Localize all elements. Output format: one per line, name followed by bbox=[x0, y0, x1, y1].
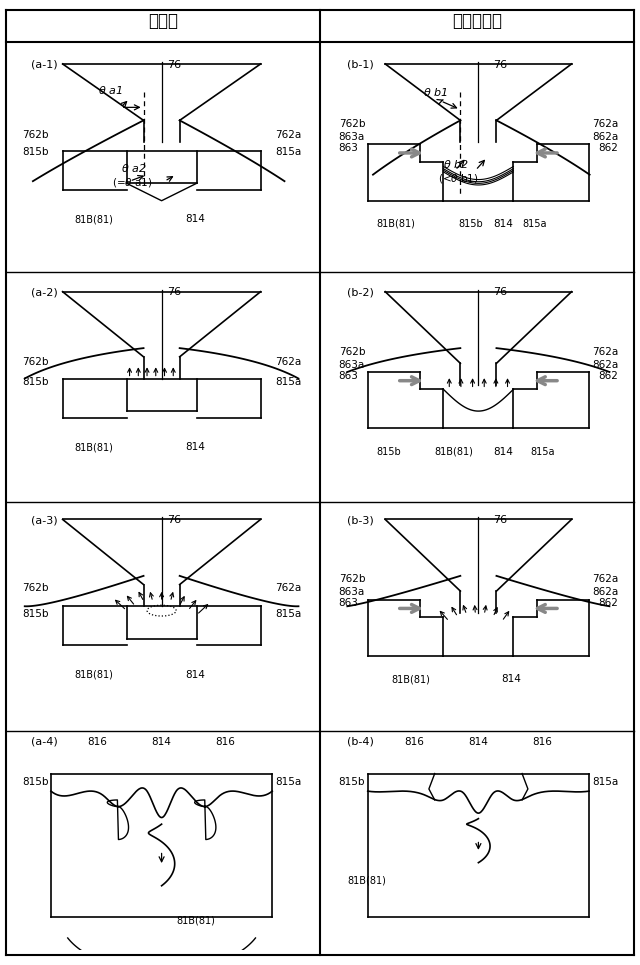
Text: 815a: 815a bbox=[275, 377, 301, 387]
Text: (b-1): (b-1) bbox=[348, 60, 374, 69]
Text: 762a: 762a bbox=[275, 357, 301, 368]
Text: 815b: 815b bbox=[22, 377, 49, 387]
Text: $\theta$ b2: $\theta$ b2 bbox=[444, 158, 469, 170]
Text: $\theta$ a1: $\theta$ a1 bbox=[97, 84, 122, 97]
Text: 762a: 762a bbox=[275, 583, 301, 593]
Text: 814: 814 bbox=[185, 442, 205, 453]
Text: 816: 816 bbox=[88, 737, 108, 747]
Text: 81B(81): 81B(81) bbox=[391, 675, 430, 684]
Text: 814: 814 bbox=[493, 219, 513, 229]
Text: 815a: 815a bbox=[531, 447, 556, 456]
Text: 815b: 815b bbox=[22, 777, 49, 786]
Text: $\theta$ b1: $\theta$ b1 bbox=[423, 87, 448, 98]
Text: (a-3): (a-3) bbox=[31, 515, 57, 525]
Text: (b-4): (b-4) bbox=[348, 736, 374, 746]
Text: 863: 863 bbox=[339, 371, 358, 380]
Text: 81B(81): 81B(81) bbox=[376, 219, 415, 229]
Text: 863: 863 bbox=[339, 143, 358, 152]
Text: 81B(81): 81B(81) bbox=[74, 670, 113, 680]
Text: (b-2): (b-2) bbox=[348, 288, 374, 297]
Text: 815b: 815b bbox=[458, 219, 483, 229]
Text: 815b: 815b bbox=[22, 609, 49, 620]
Text: 762a: 762a bbox=[592, 346, 618, 357]
Text: 863a: 863a bbox=[339, 360, 365, 370]
Text: 816: 816 bbox=[532, 737, 552, 747]
Text: 81B(81): 81B(81) bbox=[435, 447, 474, 456]
Text: (=$\theta$ a1): (=$\theta$ a1) bbox=[112, 176, 152, 189]
Text: 815a: 815a bbox=[522, 219, 547, 229]
Text: 76: 76 bbox=[168, 288, 182, 297]
Text: (<$\theta$ b1): (<$\theta$ b1) bbox=[438, 172, 478, 184]
Text: 76: 76 bbox=[493, 288, 507, 297]
Text: 762b: 762b bbox=[339, 346, 365, 357]
Text: 814: 814 bbox=[468, 737, 488, 747]
Text: 862: 862 bbox=[598, 598, 618, 608]
Text: 762a: 762a bbox=[592, 119, 618, 129]
Text: 76: 76 bbox=[168, 515, 182, 525]
Text: 816: 816 bbox=[404, 737, 424, 747]
Text: (a-1): (a-1) bbox=[31, 60, 57, 69]
Text: 81B(81): 81B(81) bbox=[74, 442, 113, 453]
Text: 814: 814 bbox=[152, 737, 172, 747]
Text: 本実施形態: 本実施形態 bbox=[452, 13, 502, 30]
Text: 76: 76 bbox=[493, 60, 507, 69]
Text: 815a: 815a bbox=[592, 777, 618, 786]
Text: 81B(81): 81B(81) bbox=[348, 875, 386, 886]
Text: 815a: 815a bbox=[275, 147, 301, 157]
Text: 863a: 863a bbox=[339, 588, 365, 597]
Text: 863: 863 bbox=[339, 598, 358, 608]
Text: 762b: 762b bbox=[339, 574, 365, 585]
Text: 815a: 815a bbox=[275, 609, 301, 620]
Text: 81B(81): 81B(81) bbox=[74, 214, 113, 225]
Text: 76: 76 bbox=[493, 515, 507, 525]
Text: 862a: 862a bbox=[592, 588, 618, 597]
Text: 81B(81): 81B(81) bbox=[176, 915, 215, 925]
Text: 762b: 762b bbox=[22, 583, 49, 593]
Text: 862a: 862a bbox=[592, 132, 618, 142]
Text: 814: 814 bbox=[502, 675, 522, 684]
Text: 863a: 863a bbox=[339, 132, 365, 142]
Text: 比較例: 比較例 bbox=[148, 13, 178, 30]
Text: 814: 814 bbox=[185, 670, 205, 680]
Text: 814: 814 bbox=[493, 447, 513, 456]
Text: 815b: 815b bbox=[339, 777, 365, 786]
Text: 814: 814 bbox=[185, 214, 205, 225]
Text: 762a: 762a bbox=[592, 574, 618, 585]
Text: 862: 862 bbox=[598, 371, 618, 380]
Text: 762b: 762b bbox=[22, 129, 49, 140]
Text: (a-2): (a-2) bbox=[31, 288, 58, 297]
Text: 862: 862 bbox=[598, 143, 618, 152]
Text: 815b: 815b bbox=[22, 147, 49, 157]
Text: 762b: 762b bbox=[22, 357, 49, 368]
Text: $\theta$ a2: $\theta$ a2 bbox=[121, 162, 147, 175]
Text: 816: 816 bbox=[216, 737, 236, 747]
Text: 76: 76 bbox=[168, 60, 182, 69]
Text: 862a: 862a bbox=[592, 360, 618, 370]
Text: (a-4): (a-4) bbox=[31, 736, 58, 746]
Text: (b-3): (b-3) bbox=[348, 515, 374, 525]
Text: 815a: 815a bbox=[275, 777, 301, 786]
Text: 762b: 762b bbox=[339, 119, 365, 129]
Text: 762a: 762a bbox=[275, 129, 301, 140]
Text: 815b: 815b bbox=[376, 447, 401, 456]
